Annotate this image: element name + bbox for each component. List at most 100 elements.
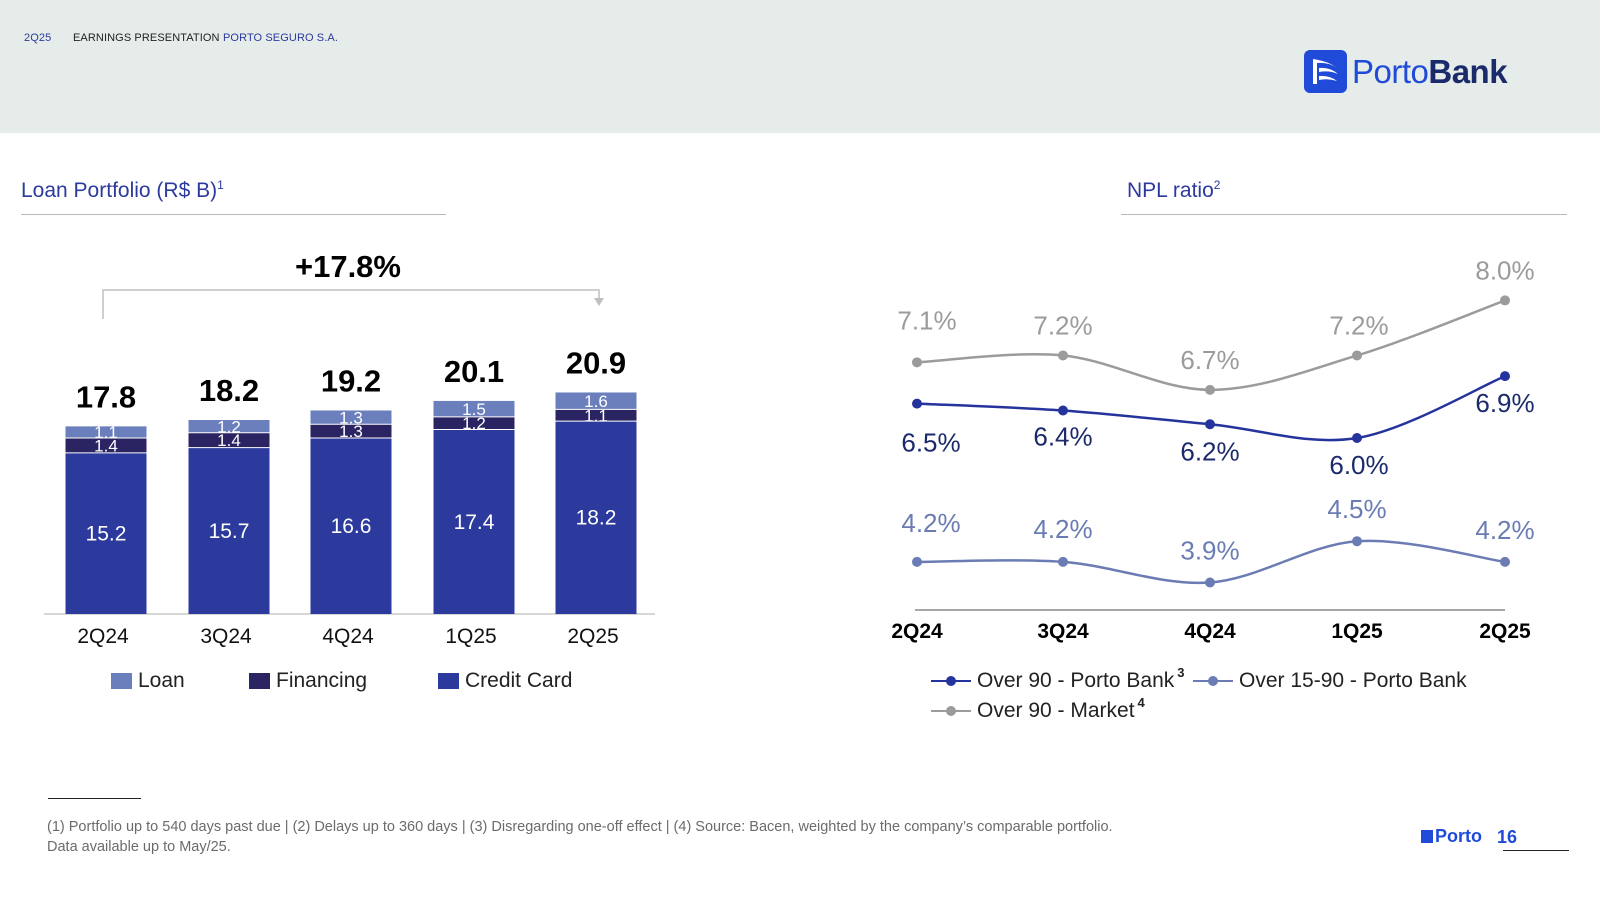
point-over90-market [1352,350,1362,361]
header-company: PORTO SEGURO S.A. [223,32,338,44]
legend-over90-bank: Over 90 - Porto Bank 3 [931,665,1185,693]
credit-card-value-label: 17.4 [454,511,495,534]
bar-total-label: 19.2 [321,363,381,398]
bar-credit-card [188,447,270,614]
bar-category-label: 4Q24 [322,625,374,648]
npl-title-rule [1121,214,1567,215]
financing-value-label: 1.2 [462,414,486,433]
credit-card-value-label: 18.2 [576,507,617,530]
footnote-rule [48,798,141,799]
financing-value-label: 1.1 [584,406,608,425]
bar-financing [188,432,270,448]
portobank-logo: PortoBank [1304,50,1508,93]
growth-bracket-arrow [594,298,604,306]
value-label-over15-90-bank: 3.9% [1180,536,1239,566]
point-over15-90-bank [1205,577,1215,588]
header-quarter: 2Q25 [24,32,52,44]
point-over15-90-bank [1058,556,1068,567]
bar-financing [433,416,515,430]
loan-portfolio-title: Loan Portfolio (R$ B)1 [21,178,224,202]
credit-card-value-label: 15.7 [209,520,250,543]
bar-loan [188,420,270,433]
value-label-over90-bank: 6.2% [1180,436,1239,466]
footer-porto-icon [1421,830,1433,843]
value-label-over90-market: 7.2% [1033,310,1092,340]
footnote: (1) Portfolio up to 540 days past due | … [47,817,1113,857]
point-over90-market [1500,295,1510,306]
bar-loan [555,392,637,410]
value-label-over90-bank: 6.9% [1475,388,1534,418]
point-over90-bank [1205,419,1215,430]
point-over90-market [1058,350,1068,361]
header-band: 2Q25 EARNINGS PRESENTATION PORTO SEGURO … [0,0,1600,133]
point-over90-bank [1352,433,1362,444]
portobank-logo-icon [1304,50,1347,93]
bar-loan [433,400,515,417]
point-over15-90-bank [912,556,922,567]
legend-loan: Loan [111,669,185,693]
bar-category-label: 1Q25 [445,625,496,648]
bar-credit-card [65,452,147,614]
financing-value-label: 1.4 [94,436,118,455]
point-over90-market [1205,384,1215,395]
footnote-line-2: Data available up to May/25. [47,839,231,855]
bar-total-label: 20.9 [566,345,626,380]
financing-value-label: 1.3 [339,422,363,441]
bar-category-label: 2Q24 [77,625,129,648]
line-category-label: 1Q25 [1331,620,1383,643]
point-over90-bank [1500,371,1510,382]
bar-credit-card [310,438,392,614]
legend-credit-card: Credit Card [438,669,572,693]
loan-title-rule [21,214,446,215]
value-label-over90-market: 8.0% [1475,255,1534,285]
portobank-logo-text: PortoBank [1352,52,1508,90]
bar-financing [65,438,147,453]
growth-annotation: +17.8% [295,249,401,284]
line-category-label: 2Q24 [891,620,943,643]
value-label-over90-market: 6.7% [1180,345,1239,375]
bar-loan [65,426,147,439]
bar-category-label: 3Q24 [200,625,252,648]
point-over15-90-bank [1500,556,1510,567]
loan-value-label: 1.3 [339,408,363,427]
footer-porto-logo: Porto [1421,826,1482,847]
header-presentation: EARNINGS PRESENTATION [73,32,220,44]
npl-ratio-title: NPL ratio2 [1127,178,1221,202]
bar-financing [310,424,392,439]
loan-value-label: 1.6 [584,392,608,411]
bar-credit-card [555,421,637,614]
bar-category-label: 2Q25 [567,625,618,648]
point-over90-bank [912,398,922,409]
financing-value-label: 1.4 [217,431,241,450]
value-label-over15-90-bank: 4.2% [901,508,960,538]
legend-over15-90-bank: Over 15-90 - Porto Bank [1193,669,1467,693]
legend-financing-swatch [249,673,270,689]
line-category-label: 4Q24 [1184,620,1236,643]
bar-financing [555,409,637,422]
value-label-over15-90-bank: 4.2% [1475,515,1534,545]
growth-bracket [102,289,600,319]
legend-credit-card-swatch [438,673,459,689]
bar-total-label: 17.8 [76,379,136,414]
loan-value-label: 1.5 [462,400,486,419]
value-label-over90-bank: 6.5% [901,428,960,458]
value-label-over15-90-bank: 4.2% [1033,514,1092,544]
value-label-over90-market: 7.2% [1329,310,1388,340]
value-label-over90-market: 7.1% [897,305,956,335]
page-rule [1503,850,1569,851]
bar-total-label: 20.1 [444,354,504,389]
point-over90-bank [1058,405,1068,416]
credit-card-value-label: 16.6 [331,515,372,538]
value-label-over90-bank: 6.0% [1329,450,1388,480]
page-number: 16 [1497,827,1518,847]
point-over90-market [912,357,922,368]
value-label-over90-bank: 6.4% [1033,422,1092,452]
bar-credit-card [433,429,515,614]
legend-financing: Financing [249,669,367,693]
point-over15-90-bank [1352,536,1362,547]
value-label-over15-90-bank: 4.5% [1327,494,1386,524]
legend-over90-market: Over 90 - Market 4 [931,695,1145,723]
line-category-label: 3Q24 [1037,620,1089,643]
loan-value-label: 1.1 [94,423,118,442]
